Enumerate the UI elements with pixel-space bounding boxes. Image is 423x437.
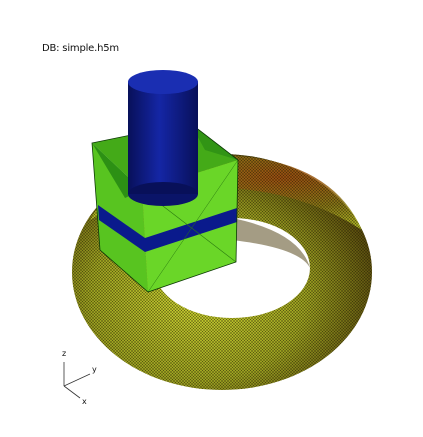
box-edge-diagonal-2 [147,159,239,293]
cylinder-mesh [128,82,198,194]
y-axis-label: y [92,365,97,374]
box-band-front [145,208,237,252]
cylinder-object[interactable] [128,70,198,206]
database-label: DB: simple.h5m [42,43,119,54]
x-axis-label: x [82,397,87,406]
x-axis-line [63,385,81,399]
y-axis-line [63,373,91,387]
z-axis-label: z [62,349,66,358]
axis-triad: z y x [62,349,97,406]
cylinder-top-mesh [128,70,198,94]
box-band-left [98,205,145,252]
